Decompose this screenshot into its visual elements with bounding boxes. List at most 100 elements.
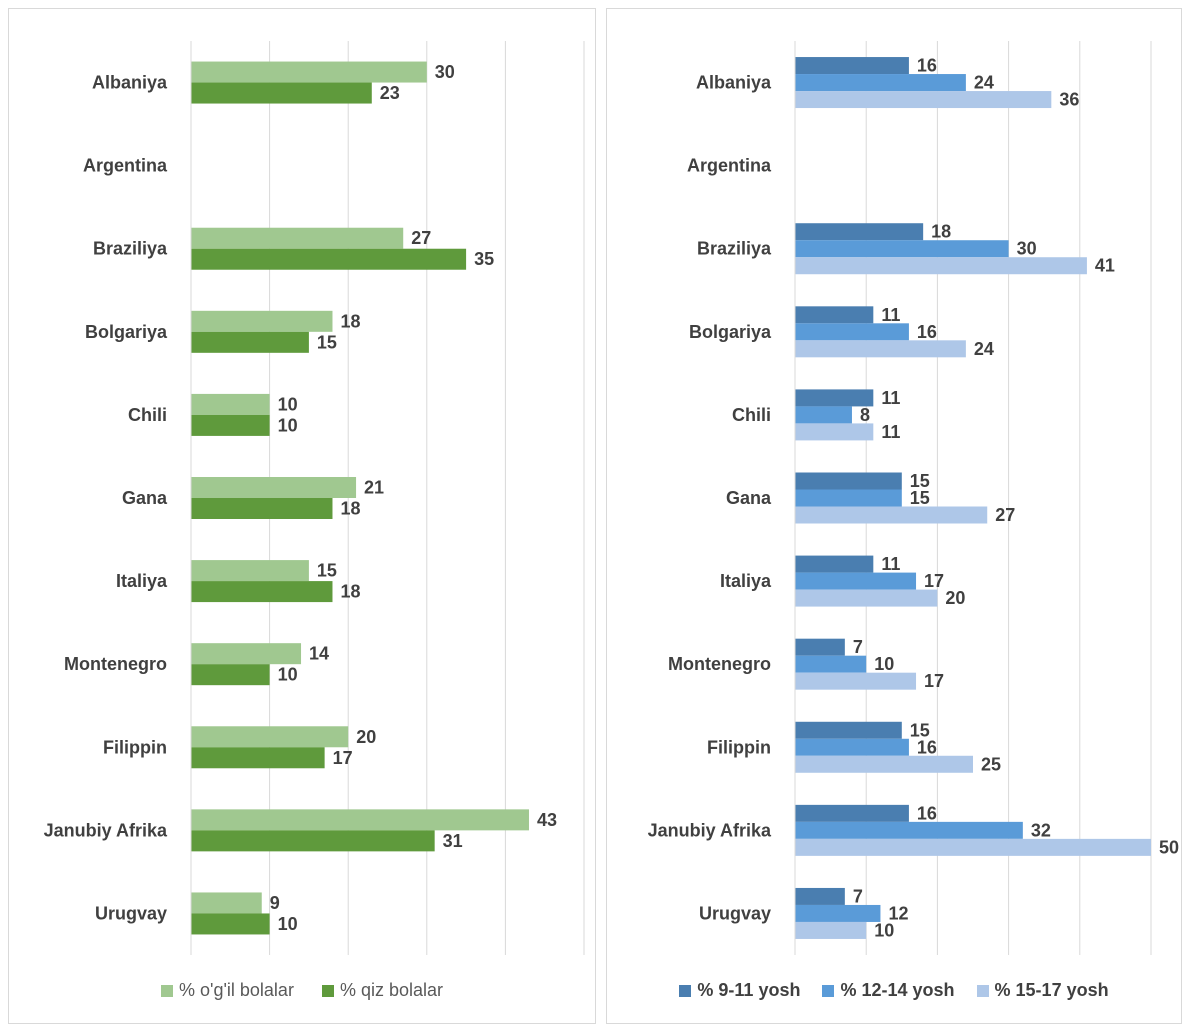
- bar-gana-15-17-yosh: [795, 506, 988, 524]
- bar-urugvay-12-14-yosh: [795, 904, 881, 922]
- value-label-montenegro-o-g-il-bolalar: 14: [309, 644, 329, 664]
- bar-bolgariya-o-g-il-bolalar: [191, 310, 333, 332]
- legend-item-age-15-17: % 15-17 yosh: [976, 980, 1109, 1001]
- value-label-italiya-9-11-yosh: 11: [881, 554, 900, 574]
- bar-filippin-9-11-yosh: [795, 721, 902, 739]
- bar-filippin-qiz-bolalar: [191, 747, 325, 769]
- bar-bolgariya-qiz-bolalar: [191, 331, 309, 353]
- legend-swatch-age-9-11: [679, 984, 692, 997]
- value-label-braziliya-12-14-yosh: 30: [1017, 239, 1037, 259]
- bar-montenegro-qiz-bolalar: [191, 664, 270, 686]
- category-label-albaniya: Albaniya: [696, 73, 772, 93]
- legend-gender: % o'g'il bolalar % qiz bolalar: [9, 980, 595, 1001]
- bar-chili-9-11-yosh: [795, 389, 874, 407]
- category-label-chili: Chili: [732, 405, 771, 425]
- legend-item-age-9-11: % 9-11 yosh: [679, 980, 800, 1001]
- bar-filippin-15-17-yosh: [795, 755, 973, 773]
- bar-chili-15-17-yosh: [795, 423, 874, 441]
- bar-albaniya-qiz-bolalar: [191, 82, 372, 104]
- value-label-janubiy-afrika-qiz-bolalar: 31: [443, 831, 463, 851]
- value-label-braziliya-o-g-il-bolalar: 27: [411, 228, 431, 248]
- value-label-montenegro-qiz-bolalar: 10: [278, 665, 298, 685]
- value-label-bolgariya-9-11-yosh: 11: [881, 305, 900, 325]
- value-label-urugvay-12-14-yosh: 12: [888, 903, 908, 923]
- bar-braziliya-12-14-yosh: [795, 240, 1009, 258]
- category-label-argentina: Argentina: [687, 156, 772, 176]
- bar-montenegro-9-11-yosh: [795, 638, 845, 656]
- bar-albaniya-15-17-yosh: [795, 91, 1052, 109]
- bar-filippin-o-g-il-bolalar: [191, 726, 349, 748]
- value-label-janubiy-afrika-12-14-yosh: 32: [1031, 820, 1051, 840]
- category-label-gana: Gana: [726, 488, 772, 508]
- value-label-albaniya-9-11-yosh: 16: [917, 56, 937, 76]
- category-label-braziliya: Braziliya: [93, 239, 168, 259]
- bar-albaniya-12-14-yosh: [795, 74, 966, 92]
- legend-swatch-girls: [321, 984, 334, 997]
- bar-montenegro-o-g-il-bolalar: [191, 643, 302, 665]
- value-label-italiya-o-g-il-bolalar: 15: [317, 561, 337, 581]
- value-label-chili-o-g-il-bolalar: 10: [278, 394, 298, 414]
- category-label-italiya: Italiya: [116, 571, 168, 591]
- bar-janubiy-afrika-qiz-bolalar: [191, 830, 435, 852]
- category-label-bolgariya: Bolgariya: [85, 322, 168, 342]
- bar-italiya-qiz-bolalar: [191, 581, 333, 603]
- value-label-chili-15-17-yosh: 11: [881, 422, 900, 442]
- category-label-montenegro: Montenegro: [64, 654, 167, 674]
- value-label-bolgariya-15-17-yosh: 24: [974, 339, 994, 359]
- value-label-filippin-qiz-bolalar: 17: [333, 748, 353, 768]
- legend-item-boys: % o'g'il bolalar: [161, 980, 294, 1001]
- value-label-gana-9-11-yosh: 15: [910, 471, 930, 491]
- category-label-argentina: Argentina: [83, 156, 168, 176]
- bar-albaniya-9-11-yosh: [795, 57, 909, 75]
- category-label-filippin: Filippin: [707, 737, 771, 757]
- bar-urugvay-qiz-bolalar: [191, 913, 270, 935]
- value-label-bolgariya-o-g-il-bolalar: 18: [340, 311, 360, 331]
- value-label-janubiy-afrika-9-11-yosh: 16: [917, 803, 937, 823]
- category-label-gana: Gana: [122, 488, 168, 508]
- bar-italiya-12-14-yosh: [795, 572, 917, 590]
- value-label-albaniya-qiz-bolalar: 23: [380, 83, 400, 103]
- bar-braziliya-9-11-yosh: [795, 223, 924, 241]
- category-label-filippin: Filippin: [103, 737, 167, 757]
- category-label-bolgariya: Bolgariya: [689, 322, 772, 342]
- category-label-italiya: Italiya: [720, 571, 772, 591]
- bar-braziliya-15-17-yosh: [795, 257, 1087, 275]
- value-label-albaniya-12-14-yosh: 24: [974, 73, 994, 93]
- category-label-janubiy-afrika: Janubiy Afrika: [648, 820, 772, 840]
- bar-janubiy-afrika-9-11-yosh: [795, 804, 909, 822]
- age-bar-chart: Albaniya 16 24 36 Argentina Braziliya 18 30 41 Bo…: [648, 41, 1179, 955]
- value-label-urugvay-9-11-yosh: 7: [853, 886, 863, 906]
- bar-janubiy-afrika-12-14-yosh: [795, 821, 1023, 839]
- value-label-montenegro-15-17-yosh: 17: [924, 671, 944, 691]
- value-label-italiya-12-14-yosh: 17: [924, 571, 944, 591]
- bar-braziliya-qiz-bolalar: [191, 248, 467, 270]
- value-label-albaniya-15-17-yosh: 36: [1059, 90, 1079, 110]
- value-label-gana-12-14-yosh: 15: [910, 488, 930, 508]
- value-label-filippin-12-14-yosh: 16: [917, 737, 937, 757]
- value-label-chili-12-14-yosh: 8: [860, 405, 870, 425]
- chart-panel-age: Albaniya 16 24 36 Argentina Braziliya 18 30 41 Bo…: [606, 8, 1182, 1024]
- category-label-albaniya: Albaniya: [92, 73, 168, 93]
- bar-chili-12-14-yosh: [795, 406, 852, 424]
- bar-italiya-o-g-il-bolalar: [191, 560, 309, 582]
- bar-urugvay-o-g-il-bolalar: [191, 892, 262, 914]
- value-label-urugvay-o-g-il-bolalar: 9: [270, 893, 280, 913]
- value-label-janubiy-afrika-15-17-yosh: 50: [1159, 837, 1179, 857]
- bar-chili-o-g-il-bolalar: [191, 393, 270, 415]
- bar-gana-9-11-yosh: [795, 472, 902, 490]
- bar-janubiy-afrika-15-17-yosh: [795, 838, 1151, 856]
- legend-label-age-12-14: % 12-14 yosh: [840, 980, 955, 1000]
- value-label-gana-15-17-yosh: 27: [995, 505, 1015, 525]
- value-label-braziliya-9-11-yosh: 18: [931, 222, 951, 242]
- value-label-chili-9-11-yosh: 11: [881, 388, 900, 408]
- category-label-braziliya: Braziliya: [697, 239, 772, 259]
- value-label-montenegro-9-11-yosh: 7: [853, 637, 863, 657]
- bar-urugvay-15-17-yosh: [795, 921, 867, 939]
- bar-braziliya-o-g-il-bolalar: [191, 227, 404, 249]
- bar-albaniya-o-g-il-bolalar: [191, 61, 427, 83]
- bar-montenegro-15-17-yosh: [795, 672, 917, 690]
- bar-janubiy-afrika-o-g-il-bolalar: [191, 809, 529, 831]
- value-label-urugvay-qiz-bolalar: 10: [278, 914, 298, 934]
- bar-gana-12-14-yosh: [795, 489, 902, 507]
- value-label-urugvay-15-17-yosh: 10: [874, 920, 894, 940]
